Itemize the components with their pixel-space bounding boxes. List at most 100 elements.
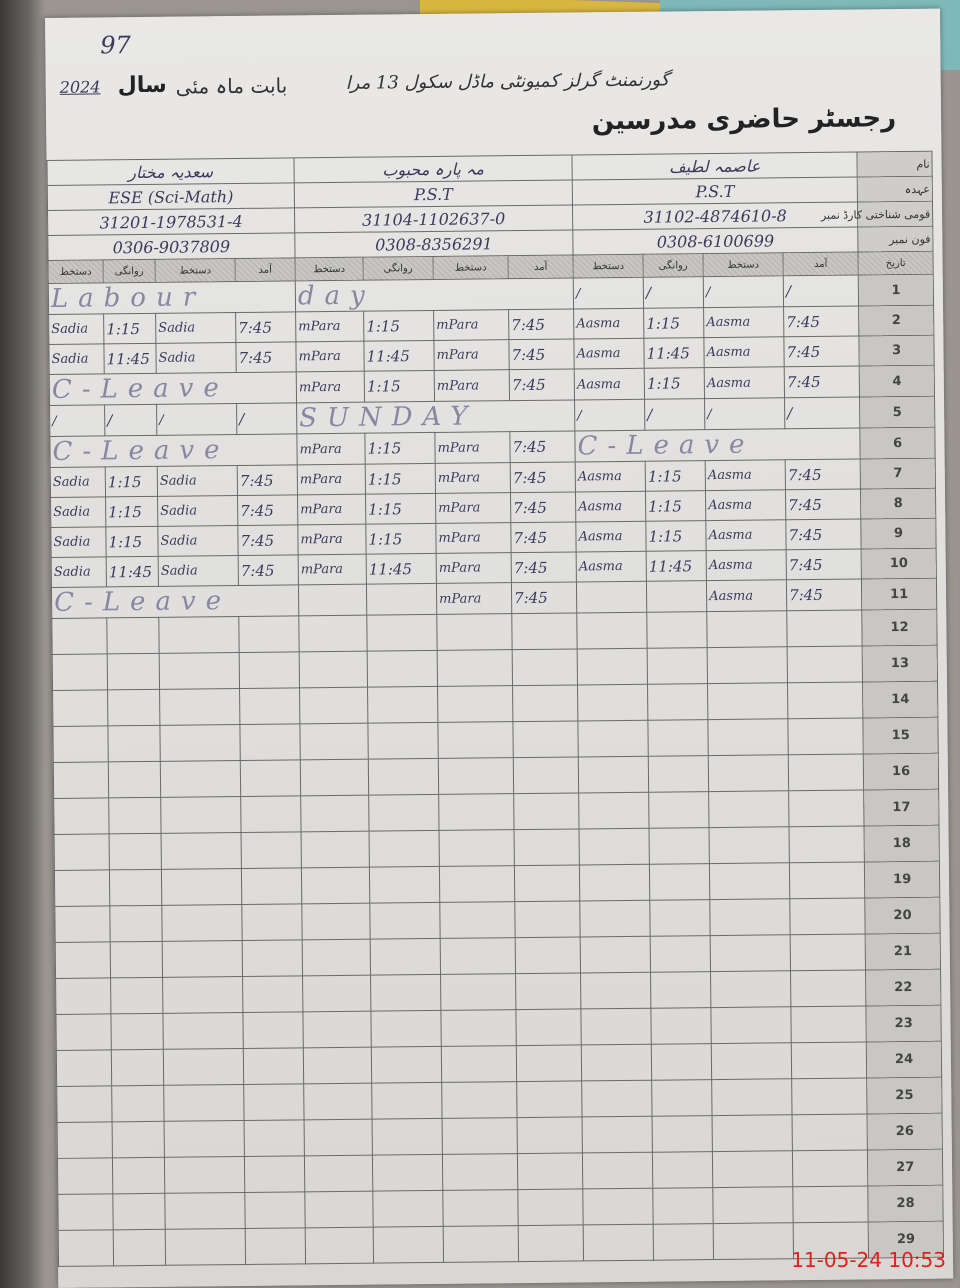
arrival-time-cell	[240, 795, 302, 833]
signature-cell	[164, 1156, 245, 1194]
departure-time-cell: 1:15	[363, 310, 434, 342]
signature-cell	[582, 1188, 654, 1225]
departure-time-cell	[370, 938, 441, 976]
departure-time-cell: 1:15	[365, 463, 436, 495]
date-cell: 12	[861, 609, 938, 646]
teacher-post: P.S.T	[294, 179, 573, 208]
arrival-time-cell	[786, 609, 863, 647]
departure-time-cell	[373, 1226, 444, 1264]
date-cell: 1	[858, 274, 934, 306]
arrival-time-cell	[242, 975, 303, 1013]
teacher-post: ESE (Sci-Math)	[47, 182, 295, 211]
signature-cell	[579, 828, 650, 865]
signature-cell: mPara	[434, 431, 511, 464]
departure-time-cell	[651, 1043, 712, 1081]
date-header: تاریخ	[858, 251, 934, 275]
signature-cell	[710, 934, 791, 972]
departure-time-cell	[107, 725, 161, 762]
arrival-time-cell	[240, 759, 301, 797]
arrival-time-cell	[241, 831, 302, 869]
signature-cell: Aasma	[706, 549, 787, 581]
signature-cell	[163, 1048, 244, 1086]
signature-cell	[300, 795, 370, 832]
signature-cell: Sadia	[155, 312, 236, 344]
arrival-time-cell: 7:45	[237, 524, 299, 556]
date-cell: 16	[863, 753, 939, 790]
departure-time-cell: /	[643, 276, 704, 309]
signature-cell	[57, 1193, 114, 1231]
date-cell: 18	[864, 825, 940, 862]
signature-cell	[576, 612, 648, 649]
day-note: SUNDAY	[296, 399, 575, 434]
signature-cell	[160, 760, 241, 798]
signature-cell	[709, 826, 790, 864]
signature-cell: Sadia	[50, 466, 106, 498]
signature-cell	[577, 648, 648, 685]
signature-cell: mPara	[296, 371, 365, 403]
departure-time-cell	[368, 794, 440, 832]
signature-cell	[580, 972, 651, 1009]
arrival-time-cell: /	[236, 402, 297, 435]
signature-cell	[163, 1084, 245, 1122]
row-label-name: نام	[857, 151, 933, 178]
arrival-time-cell: 7:45	[785, 518, 862, 550]
teacher-phone: 0308-6100699	[572, 226, 859, 255]
signature-cell: Aasma	[703, 306, 784, 338]
row-label-post: عہدہ	[857, 176, 933, 203]
signature-cell	[304, 1191, 374, 1228]
register-header: 2024 سال بابت ماہ مئی گورنمنٹ گرلز کمیون…	[56, 59, 927, 156]
departure-time-cell	[371, 1046, 442, 1084]
signature-cell	[576, 581, 647, 613]
row-label-cnic: قومی شناختی کارڈ نمبر	[821, 201, 933, 227]
arrival-time-cell	[243, 1083, 305, 1121]
departure-time-cell	[647, 647, 708, 685]
date-cell: 9	[860, 518, 937, 549]
departure-time-cell	[652, 1115, 713, 1153]
signature-cell	[302, 975, 371, 1012]
departure-time-cell	[372, 1118, 443, 1156]
signature-cell: Aasma	[705, 519, 787, 551]
signature-cell	[710, 970, 791, 1008]
arrival-time-cell: 7:45	[510, 521, 577, 553]
departure-time-cell: 11:45	[106, 556, 159, 587]
teacher-phone: 0306-9037809	[47, 232, 296, 261]
arrival-time-cell: 7:45	[785, 488, 861, 520]
arrival-time-cell	[516, 1080, 583, 1118]
arrival-time-cell: 7:45	[511, 551, 577, 583]
signature-cell: /	[573, 277, 644, 309]
column-header: آمد	[783, 251, 859, 276]
departure-time-cell	[106, 617, 160, 654]
date-cell: 17	[863, 789, 940, 826]
departure-time-cell: 1:15	[643, 307, 704, 339]
signature-cell	[579, 900, 651, 937]
departure-time-cell: 1:15	[644, 367, 705, 400]
date-cell: 13	[862, 645, 938, 682]
signature-cell	[304, 1155, 373, 1192]
signature-cell: mPara	[295, 341, 365, 372]
signature-cell	[577, 720, 649, 757]
departure-time-cell	[650, 935, 711, 973]
arrival-time-cell: 7:45	[786, 578, 862, 611]
signature-cell	[442, 1117, 518, 1155]
date-cell: 20	[864, 897, 941, 934]
arrival-time-cell	[518, 1224, 584, 1262]
signature-cell	[302, 1011, 372, 1048]
signature-cell	[301, 831, 370, 868]
departure-time-cell	[371, 1082, 443, 1120]
signature-cell: mPara	[297, 494, 366, 525]
date-cell: 25	[866, 1077, 943, 1114]
departure-time-cell: 11:45	[646, 550, 707, 582]
arrival-time-cell: 7:45	[510, 491, 576, 523]
arrival-time-cell	[241, 903, 303, 941]
signature-cell	[55, 977, 111, 1015]
arrival-time-cell	[787, 645, 863, 683]
signature-cell	[165, 1228, 246, 1266]
column-header: آمد	[235, 257, 296, 282]
column-header: روانگی	[643, 253, 704, 278]
arrival-time-cell	[513, 792, 580, 830]
arrival-time-cell	[244, 1119, 305, 1157]
signature-cell: Aasma	[576, 551, 647, 582]
arrival-time-cell	[515, 1008, 582, 1046]
signature-cell: Aasma	[575, 461, 646, 492]
signature-cell: /	[704, 397, 785, 430]
